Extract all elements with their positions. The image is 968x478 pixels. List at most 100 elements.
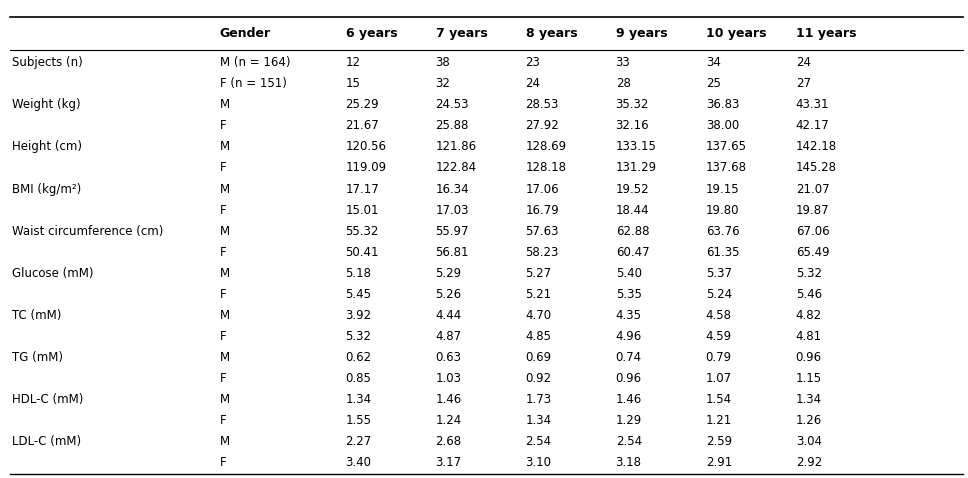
- Text: 2.68: 2.68: [436, 435, 462, 448]
- Text: 5.27: 5.27: [526, 267, 552, 280]
- Text: 58.23: 58.23: [526, 246, 559, 259]
- Text: 142.18: 142.18: [796, 141, 836, 153]
- Text: 7 years: 7 years: [436, 27, 487, 40]
- Text: 55.32: 55.32: [346, 225, 378, 238]
- Text: 65.49: 65.49: [796, 246, 830, 259]
- Text: 5.32: 5.32: [796, 267, 822, 280]
- Text: 145.28: 145.28: [796, 162, 836, 174]
- Text: 0.62: 0.62: [346, 351, 372, 364]
- Text: 1.73: 1.73: [526, 393, 552, 406]
- Text: HDL-C (mM): HDL-C (mM): [12, 393, 83, 406]
- Text: 0.96: 0.96: [796, 351, 822, 364]
- Text: 0.85: 0.85: [346, 372, 372, 385]
- Text: 3.10: 3.10: [526, 456, 552, 469]
- Text: 67.06: 67.06: [796, 225, 830, 238]
- Text: 33: 33: [616, 56, 630, 69]
- Text: 137.68: 137.68: [706, 162, 746, 174]
- Text: 17.17: 17.17: [346, 183, 379, 196]
- Text: 9 years: 9 years: [616, 27, 667, 40]
- Text: 6 years: 6 years: [346, 27, 397, 40]
- Text: 2.59: 2.59: [706, 435, 732, 448]
- Text: 2.54: 2.54: [616, 435, 642, 448]
- Text: 24: 24: [526, 77, 540, 90]
- Text: 16.79: 16.79: [526, 204, 560, 217]
- Text: 4.44: 4.44: [436, 309, 462, 322]
- Text: 121.86: 121.86: [436, 141, 476, 153]
- Text: 19.52: 19.52: [616, 183, 650, 196]
- Text: 5.24: 5.24: [706, 288, 732, 301]
- Text: 17.03: 17.03: [436, 204, 469, 217]
- Text: 25: 25: [706, 77, 720, 90]
- Text: 0.69: 0.69: [526, 351, 552, 364]
- Text: 1.34: 1.34: [796, 393, 822, 406]
- Text: 1.26: 1.26: [796, 414, 822, 427]
- Text: 2.27: 2.27: [346, 435, 372, 448]
- Text: 50.41: 50.41: [346, 246, 379, 259]
- Text: 34: 34: [706, 56, 720, 69]
- Text: 25.29: 25.29: [346, 98, 379, 111]
- Text: Weight (kg): Weight (kg): [12, 98, 80, 111]
- Text: 1.34: 1.34: [526, 414, 552, 427]
- Text: 0.63: 0.63: [436, 351, 462, 364]
- Text: 55.97: 55.97: [436, 225, 469, 238]
- Text: 17.06: 17.06: [526, 183, 560, 196]
- Text: 61.35: 61.35: [706, 246, 740, 259]
- Text: M: M: [220, 183, 229, 196]
- Text: 28: 28: [616, 77, 630, 90]
- Text: 56.81: 56.81: [436, 246, 469, 259]
- Text: 1.24: 1.24: [436, 414, 462, 427]
- Text: 5.21: 5.21: [526, 288, 552, 301]
- Text: F (n = 151): F (n = 151): [220, 77, 287, 90]
- Text: 15: 15: [346, 77, 360, 90]
- Text: 1.34: 1.34: [346, 393, 372, 406]
- Text: 119.09: 119.09: [346, 162, 386, 174]
- Text: 5.18: 5.18: [346, 267, 372, 280]
- Text: 18.44: 18.44: [616, 204, 650, 217]
- Text: 21.67: 21.67: [346, 120, 379, 132]
- Text: 28.53: 28.53: [526, 98, 559, 111]
- Text: 25.88: 25.88: [436, 120, 469, 132]
- Text: F: F: [220, 372, 227, 385]
- Text: 2.54: 2.54: [526, 435, 552, 448]
- Text: 3.40: 3.40: [346, 456, 372, 469]
- Text: 4.85: 4.85: [526, 330, 552, 343]
- Text: Glucose (mM): Glucose (mM): [12, 267, 93, 280]
- Text: 4.70: 4.70: [526, 309, 552, 322]
- Text: 122.84: 122.84: [436, 162, 476, 174]
- Text: 1.46: 1.46: [436, 393, 462, 406]
- Text: 19.15: 19.15: [706, 183, 740, 196]
- Text: 38.00: 38.00: [706, 120, 739, 132]
- Text: 4.81: 4.81: [796, 330, 822, 343]
- Text: 4.87: 4.87: [436, 330, 462, 343]
- Text: 62.88: 62.88: [616, 225, 650, 238]
- Text: Waist circumference (cm): Waist circumference (cm): [12, 225, 163, 238]
- Text: 0.74: 0.74: [616, 351, 642, 364]
- Text: Height (cm): Height (cm): [12, 141, 81, 153]
- Text: 32: 32: [436, 77, 450, 90]
- Text: F: F: [220, 204, 227, 217]
- Text: F: F: [220, 414, 227, 427]
- Text: 1.55: 1.55: [346, 414, 372, 427]
- Text: 4.59: 4.59: [706, 330, 732, 343]
- Text: F: F: [220, 288, 227, 301]
- Text: 21.07: 21.07: [796, 183, 830, 196]
- Text: 1.03: 1.03: [436, 372, 462, 385]
- Text: 24.53: 24.53: [436, 98, 469, 111]
- Text: 131.29: 131.29: [616, 162, 656, 174]
- Text: 1.46: 1.46: [616, 393, 642, 406]
- Text: 4.58: 4.58: [706, 309, 732, 322]
- Text: 11 years: 11 years: [796, 27, 856, 40]
- Text: 42.17: 42.17: [796, 120, 830, 132]
- Text: 36.83: 36.83: [706, 98, 739, 111]
- Text: 38: 38: [436, 56, 450, 69]
- Text: 5.29: 5.29: [436, 267, 462, 280]
- Text: M: M: [220, 141, 229, 153]
- Text: 0.79: 0.79: [706, 351, 732, 364]
- Text: 5.26: 5.26: [436, 288, 462, 301]
- Text: 27.92: 27.92: [526, 120, 560, 132]
- Text: 4.96: 4.96: [616, 330, 642, 343]
- Text: 133.15: 133.15: [616, 141, 656, 153]
- Text: Subjects (n): Subjects (n): [12, 56, 82, 69]
- Text: 1.54: 1.54: [706, 393, 732, 406]
- Text: M: M: [220, 309, 229, 322]
